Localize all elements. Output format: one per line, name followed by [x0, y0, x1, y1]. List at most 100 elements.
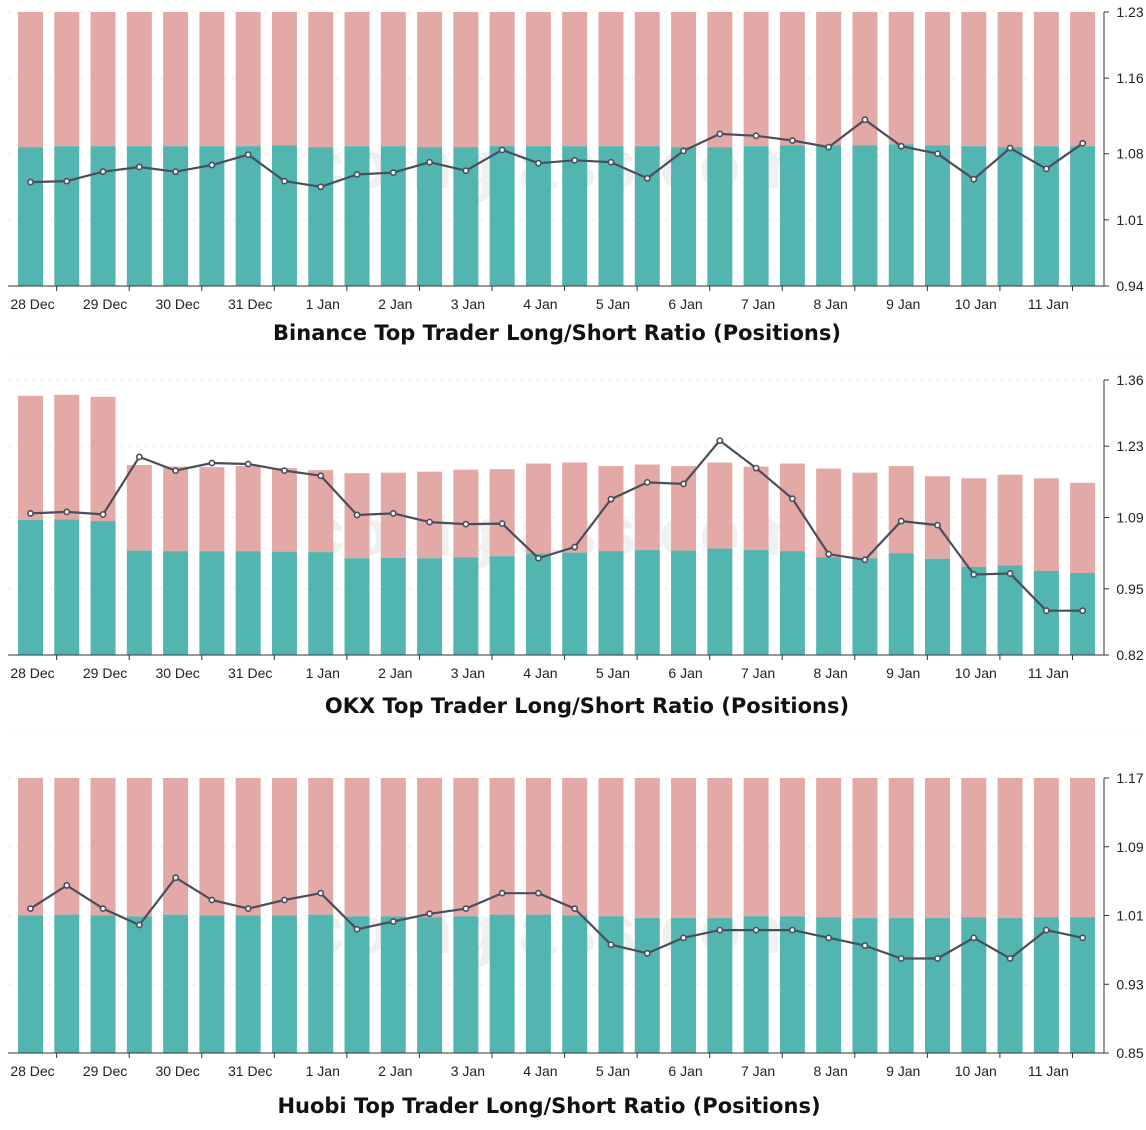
short-bar: [598, 466, 624, 552]
short-bar: [525, 463, 551, 554]
long-bar: [671, 550, 697, 655]
ratio-point: [389, 169, 397, 177]
short-bar: [18, 395, 43, 521]
long-bar: [54, 519, 80, 655]
long-bar: [380, 146, 406, 286]
long-bar: [852, 558, 878, 655]
ratio-point: [752, 464, 760, 472]
long-bar: [18, 147, 43, 286]
long-bar: [90, 146, 116, 286]
long-bar: [888, 918, 914, 1053]
ratio-point: [934, 955, 941, 962]
ratio-point: [462, 520, 470, 528]
short-bar: [1070, 12, 1096, 147]
x-tick-label: 10 Jan: [955, 665, 997, 681]
short-bar: [634, 12, 660, 147]
ratio-point: [970, 934, 978, 942]
ratio-point: [353, 171, 361, 178]
short-bar: [816, 778, 842, 918]
short-bar: [634, 464, 660, 551]
long-bar: [598, 146, 624, 286]
short-bar: [997, 12, 1023, 148]
short-bar: [380, 778, 406, 917]
ratio-point: [281, 467, 288, 475]
short-bar: [1033, 478, 1059, 571]
long-bar: [525, 146, 551, 286]
ratio-line: [30, 439, 1083, 612]
ratio-point: [897, 955, 905, 962]
ratio-point: [825, 143, 833, 151]
long-bar: [925, 918, 950, 1053]
chart-title: Huobi Top Trader Long/Short Ratio (Posit…: [277, 1094, 820, 1118]
short-bar: [598, 778, 624, 917]
ratio-point: [135, 453, 143, 461]
x-tick-label: 3 Jan: [451, 296, 485, 312]
long-bar: [453, 916, 479, 1053]
ratio-point: [861, 116, 869, 124]
short-bar: [634, 778, 660, 919]
long-bar: [199, 551, 225, 655]
short-bar: [453, 778, 479, 917]
short-bar: [997, 778, 1023, 919]
long-bar: [126, 916, 152, 1053]
short-bar: [707, 778, 733, 919]
long-bar: [18, 915, 43, 1053]
long-bar: [779, 916, 805, 1053]
ratio-point: [27, 178, 34, 186]
ratio-point: [244, 151, 252, 159]
short-bar: [163, 778, 189, 915]
ratio-point: [462, 167, 470, 175]
ratio-point: [426, 158, 433, 166]
long-bar: [743, 916, 769, 1053]
short-bar: [18, 12, 43, 148]
x-tick-label: 2 Jan: [378, 1063, 412, 1079]
x-tick-label: 6 Jan: [668, 665, 702, 681]
short-bar: [417, 12, 443, 148]
long-bar: [199, 146, 225, 286]
long-bar: [235, 915, 261, 1053]
ratio-point: [208, 161, 216, 169]
short-bar: [779, 778, 805, 917]
ratio-point: [281, 177, 288, 185]
x-tick-label: 2 Jan: [378, 296, 412, 312]
short-bar: [271, 778, 297, 916]
ratio-point: [498, 146, 506, 154]
x-tick-label: 4 Jan: [523, 296, 557, 312]
ratio-point: [63, 177, 71, 185]
long-bar: [271, 915, 297, 1053]
short-bar: [489, 12, 515, 147]
ratio-line: [30, 118, 1084, 188]
long-bar: [1033, 917, 1059, 1053]
long-bar: [489, 556, 515, 655]
short-bar: [707, 462, 733, 549]
ratio-point: [27, 510, 34, 517]
ratio-point: [571, 156, 579, 164]
x-tick-label: 30 Dec: [155, 665, 199, 681]
ratio-point: [208, 459, 216, 467]
short-bar: [888, 466, 914, 554]
long-bar: [344, 916, 370, 1053]
ratio-point: [135, 163, 143, 171]
long-bar: [779, 551, 805, 655]
short-bar: [380, 12, 406, 147]
x-tick-label: 1 Jan: [306, 1063, 340, 1079]
y-tick-label: 1.01: [1116, 212, 1143, 228]
short-bar: [743, 778, 769, 917]
long-bar: [925, 558, 950, 655]
long-bar: [816, 145, 842, 286]
short-bar: [961, 778, 987, 918]
long-bar: [634, 550, 660, 655]
short-bar: [126, 465, 152, 551]
x-tick-label: 28 Dec: [10, 296, 54, 312]
ratio-point: [825, 550, 833, 558]
x-tick-label: 10 Jan: [955, 1063, 997, 1079]
long-bar: [562, 915, 588, 1053]
x-tick-label: 7 Jan: [741, 1063, 775, 1079]
long-bar: [743, 146, 769, 286]
ratio-point: [861, 556, 869, 564]
ratio-point: [462, 905, 470, 913]
ratio-point: [535, 554, 542, 562]
